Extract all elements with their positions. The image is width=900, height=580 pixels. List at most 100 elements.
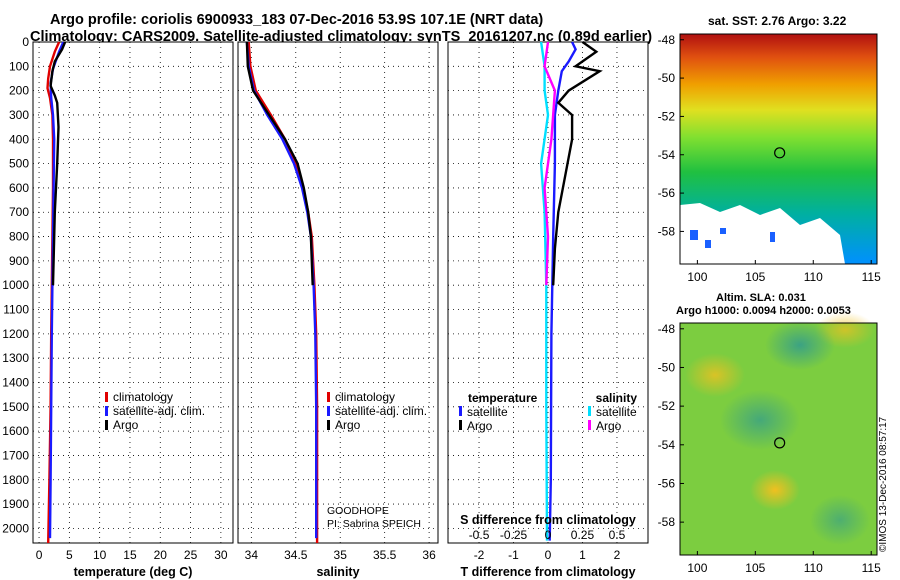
secondary-x-tick-label: 0.25 xyxy=(571,528,595,542)
y-tick-label: 700 xyxy=(9,205,29,219)
legend-title: temperature xyxy=(468,391,538,405)
legend-swatch xyxy=(105,392,108,402)
y-tick-label: 1900 xyxy=(2,497,29,511)
x-tick-label: 10 xyxy=(93,548,107,562)
legend-label: Argo xyxy=(596,419,622,433)
sst-map-lat-label: -54 xyxy=(658,148,676,162)
legend-label: Argo xyxy=(467,419,493,433)
y-tick-label: 1500 xyxy=(2,400,29,414)
sst-map xyxy=(679,33,878,265)
temperature-frame xyxy=(32,41,234,544)
series-line-argo xyxy=(245,41,314,286)
sla-map-title-1: Altim. SLA: 0.031 xyxy=(716,292,806,304)
legend-swatch xyxy=(459,420,462,430)
y-tick-label: 900 xyxy=(9,254,29,268)
legend-swatch xyxy=(327,420,330,430)
legend-swatch xyxy=(327,392,330,402)
y-tick-label: 600 xyxy=(9,181,29,195)
secondary-x-tick-label: 0 xyxy=(545,528,552,542)
y-tick-label: 300 xyxy=(9,108,29,122)
sla-map-lat-label: -50 xyxy=(658,360,676,374)
legend-label: satellite xyxy=(596,405,637,419)
sla-map-title-2: Argo h1000: 0.0094 h2000: 0.0053 xyxy=(676,305,851,317)
legend-label: climatology xyxy=(335,390,395,404)
x-tick-label: 1 xyxy=(579,548,586,562)
title-line-1: Argo profile: coriolis 6900933_183 07-De… xyxy=(50,12,544,28)
legend-swatch xyxy=(588,406,591,416)
x-tick-label: 5 xyxy=(66,548,73,562)
sst-map-lat-label: -50 xyxy=(658,71,676,85)
y-tick-label: 1200 xyxy=(2,327,29,341)
x-tick-label: 25 xyxy=(184,548,198,562)
legend-label: satellite xyxy=(467,405,508,419)
argo-location-marker xyxy=(774,147,786,159)
series-line-s-argo xyxy=(543,41,557,286)
annotation-text: GOODHOPE xyxy=(327,505,389,517)
series-line-t-argo xyxy=(552,41,603,286)
legend-label: climatology xyxy=(113,390,173,404)
y-tick-label: 0 xyxy=(22,35,29,49)
sla-map xyxy=(679,312,878,556)
secondary-x-axis-label: S difference from climatology xyxy=(460,513,636,527)
sla-map-lat-label: -52 xyxy=(658,399,676,413)
y-tick-label: 500 xyxy=(9,157,29,171)
x-tick-label: 34 xyxy=(245,548,259,562)
sst-map-lat-label: -48 xyxy=(658,33,676,47)
y-tick-label: 100 xyxy=(9,59,29,73)
sst-map-lon-label: 105 xyxy=(745,270,765,284)
x-tick-label: 0 xyxy=(36,548,43,562)
sla-map-lon-label: 115 xyxy=(862,561,881,575)
y-tick-label: 1300 xyxy=(2,351,29,365)
y-tick-label: 400 xyxy=(9,132,29,146)
x-tick-label: 36 xyxy=(422,548,436,562)
series-line-argo xyxy=(49,41,67,286)
x-tick-label: 2 xyxy=(614,548,621,562)
legend-label: satellite-adj. clim. xyxy=(113,404,205,418)
argo-location-marker xyxy=(774,437,786,449)
x-tick-label: -2 xyxy=(474,548,485,562)
secondary-x-tick-label: -0.25 xyxy=(500,528,528,542)
difference-x-axis-label: T difference from climatology xyxy=(460,565,635,579)
temperature-panel: 0100200300400500600700800900100011001200… xyxy=(2,35,234,579)
y-tick-label: 1600 xyxy=(2,424,29,438)
x-tick-label: 34.5 xyxy=(284,548,308,562)
legend-title: salinity xyxy=(596,391,638,405)
difference-panel: -2 -1 0 1 2 T difference from climatology temp… xyxy=(447,41,649,579)
legend-label: Argo xyxy=(335,418,361,432)
sst-map-lat-label: -56 xyxy=(658,186,676,200)
x-tick-label: 0 xyxy=(545,548,552,562)
legend-swatch xyxy=(105,420,108,430)
sla-map-lat-label: -56 xyxy=(658,476,676,490)
sla-map-lon-label: 105 xyxy=(745,561,765,575)
series-line-s-satellite xyxy=(539,41,550,541)
x-tick-label: 15 xyxy=(123,548,137,562)
x-tick-label: 20 xyxy=(154,548,168,562)
y-tick-label: 1100 xyxy=(3,303,29,317)
title-line-2: Climatology: CARS2009. Satellite-adjuste… xyxy=(30,29,653,45)
x-tick-label: -1 xyxy=(508,548,519,562)
y-tick-label: 200 xyxy=(9,84,29,98)
secondary-x-tick-label: 0.5 xyxy=(609,528,626,542)
legend-swatch xyxy=(459,406,462,416)
y-tick-label: 1000 xyxy=(2,278,29,292)
annotation-text: PI: Sabrina SPEICH xyxy=(327,518,421,530)
sst-map-lat-label: -58 xyxy=(658,224,676,238)
x-tick-label: 35.5 xyxy=(373,548,397,562)
x-tick-label: 35 xyxy=(334,548,348,562)
ice-mask xyxy=(680,203,845,264)
sla-map-lon-label: 110 xyxy=(804,561,823,575)
sla-map-lat-label: -54 xyxy=(658,438,676,452)
sst-map-lat-label: -52 xyxy=(658,109,676,123)
legend-swatch xyxy=(327,406,330,416)
sst-map-lon-label: 100 xyxy=(687,270,707,284)
series-line-t-satellite xyxy=(548,41,577,541)
sla-map-lon-label: 100 xyxy=(687,561,707,575)
legend-label: Argo xyxy=(113,418,139,432)
legend-label: satellite-adj. clim. xyxy=(335,404,427,418)
y-tick-label: 2000 xyxy=(2,521,29,535)
sst-map-lon-label: 110 xyxy=(804,270,823,284)
y-tick-label: 1700 xyxy=(2,448,29,462)
x-tick-label: 30 xyxy=(214,548,228,562)
salinity-panel: 34 34.5 35 35.5 36 salinity climatologysatelli… xyxy=(237,41,439,579)
secondary-x-tick-label: -0.5 xyxy=(469,528,490,542)
